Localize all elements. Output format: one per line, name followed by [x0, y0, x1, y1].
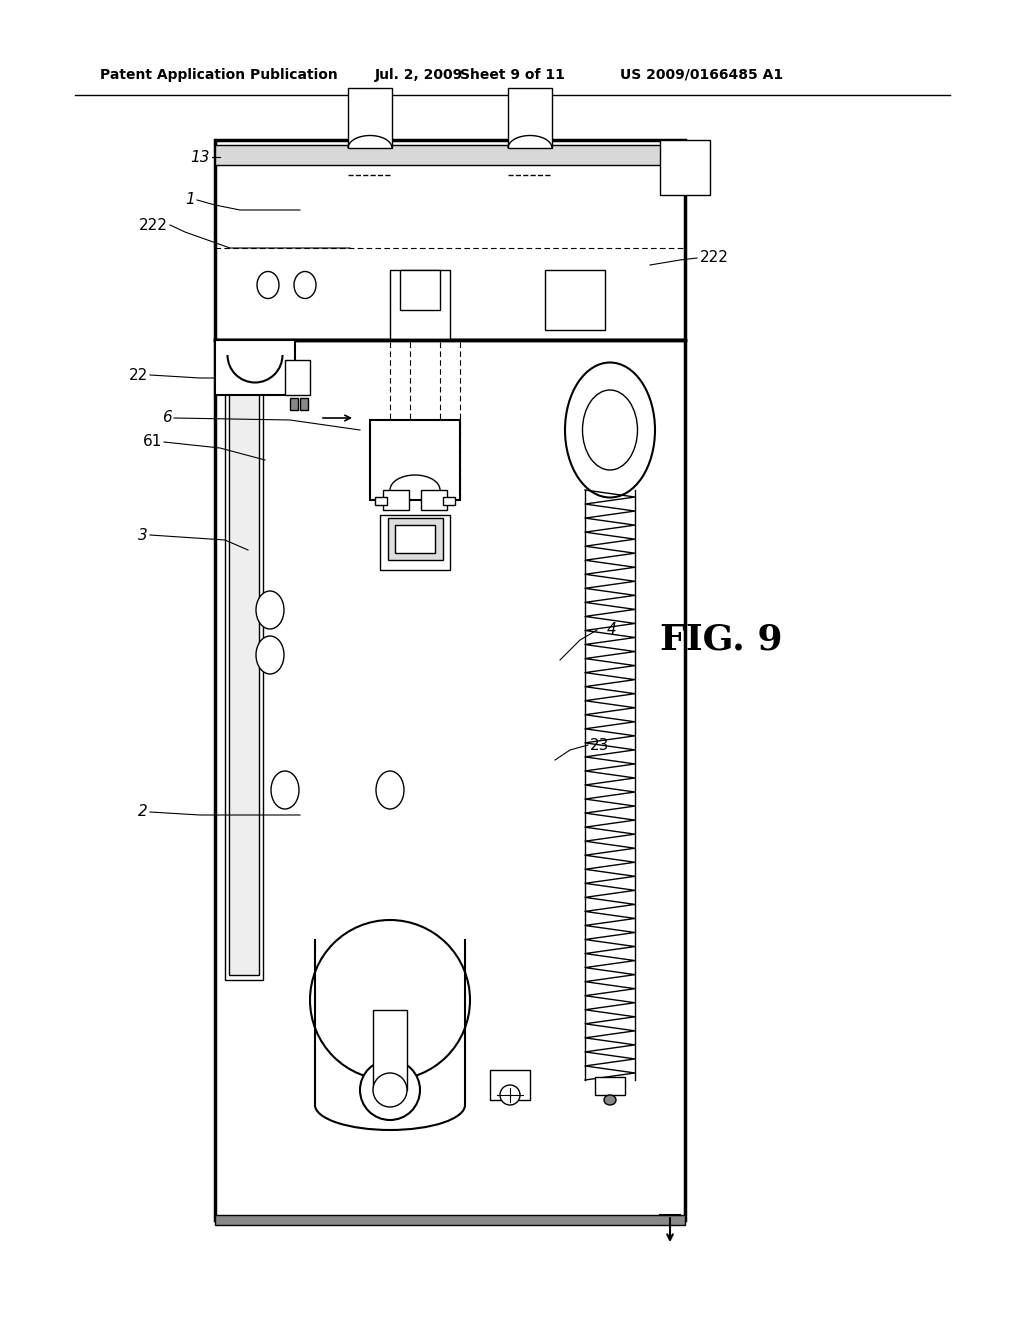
Bar [285, 360, 310, 395]
Bar [383, 490, 409, 510]
Ellipse shape [604, 1096, 616, 1105]
Bar [490, 1071, 530, 1100]
Text: 222: 222 [139, 218, 168, 232]
Text: FIG. 9: FIG. 9 [660, 623, 782, 657]
Bar [300, 399, 308, 411]
Bar [215, 341, 685, 1220]
Bar [508, 88, 552, 148]
Text: 3: 3 [138, 528, 148, 543]
Bar [348, 88, 392, 148]
Circle shape [310, 920, 470, 1080]
Bar [229, 366, 259, 975]
Bar [215, 145, 685, 165]
Bar [370, 420, 460, 500]
Bar [395, 525, 435, 553]
Text: 23: 23 [590, 738, 609, 752]
Text: 13: 13 [190, 149, 210, 165]
Ellipse shape [376, 771, 404, 809]
Text: Sheet 9 of 11: Sheet 9 of 11 [460, 69, 565, 82]
Ellipse shape [256, 636, 284, 675]
Text: 222: 222 [700, 251, 729, 265]
Bar [215, 1214, 685, 1225]
Bar [390, 271, 450, 341]
Bar [225, 360, 263, 979]
Bar [290, 399, 298, 411]
Ellipse shape [583, 389, 638, 470]
Bar [595, 1077, 625, 1096]
Text: Jul. 2, 2009: Jul. 2, 2009 [375, 69, 463, 82]
Bar [375, 498, 387, 506]
Text: 1: 1 [185, 193, 195, 207]
Circle shape [500, 1085, 520, 1105]
Ellipse shape [257, 272, 279, 298]
Text: Patent Application Publication: Patent Application Publication [100, 69, 338, 82]
Ellipse shape [271, 771, 299, 809]
Ellipse shape [565, 363, 655, 498]
Text: 4: 4 [607, 623, 616, 638]
Text: 2: 2 [138, 804, 148, 820]
Bar [545, 271, 605, 330]
Bar [215, 341, 295, 395]
Text: 22: 22 [129, 367, 148, 383]
Bar [443, 498, 455, 506]
Ellipse shape [294, 272, 316, 298]
Bar [400, 271, 440, 310]
Bar [380, 515, 450, 570]
Text: 6: 6 [162, 411, 172, 425]
Bar [660, 140, 710, 195]
Bar [373, 1010, 407, 1090]
Circle shape [360, 1060, 420, 1119]
Circle shape [373, 1073, 407, 1107]
Bar [421, 490, 447, 510]
Bar [388, 517, 443, 560]
Text: US 2009/0166485 A1: US 2009/0166485 A1 [620, 69, 783, 82]
Text: 61: 61 [142, 434, 162, 450]
Ellipse shape [256, 591, 284, 630]
Bar [215, 140, 685, 341]
